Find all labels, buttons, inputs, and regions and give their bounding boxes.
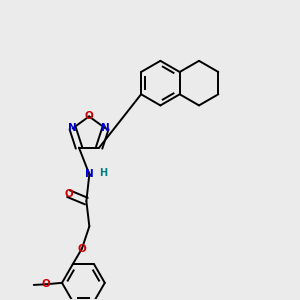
Text: N: N <box>101 123 110 133</box>
Text: N: N <box>68 123 77 133</box>
Text: N: N <box>85 169 94 179</box>
Text: O: O <box>64 189 73 199</box>
Text: O: O <box>77 244 86 254</box>
Text: H: H <box>99 168 107 178</box>
Text: O: O <box>41 279 50 289</box>
Text: O: O <box>85 111 93 122</box>
